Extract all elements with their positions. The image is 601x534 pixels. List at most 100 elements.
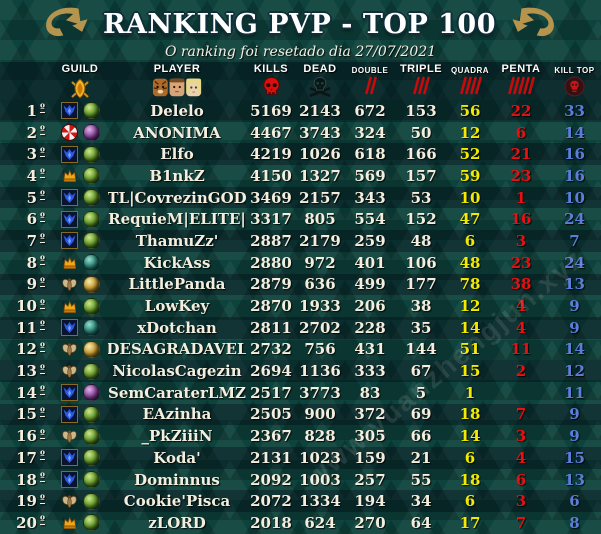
- penta-value: 4: [515, 297, 527, 316]
- kills-value: 2131: [250, 448, 292, 467]
- green-orb-icon: [82, 210, 100, 228]
- guild-cell: [52, 360, 108, 382]
- player-name[interactable]: Koda': [153, 448, 201, 467]
- rank-number: 18: [16, 470, 37, 489]
- player-name[interactable]: _PkZiiiN: [141, 427, 213, 446]
- triple-value: 34: [410, 492, 432, 511]
- triple-value: 66: [410, 427, 432, 446]
- dead-value: 828: [304, 427, 336, 446]
- dead-value: 636: [304, 275, 336, 294]
- player-name[interactable]: EAzinha: [142, 405, 212, 424]
- phoenix-guild-icon: [60, 145, 78, 163]
- rank-number: 9: [26, 275, 37, 294]
- crown-guild-icon: [61, 167, 78, 184]
- kill-top-value: 16: [564, 166, 585, 185]
- header-triple: TRIPLE: [396, 62, 446, 100]
- triple-value: 53: [410, 188, 432, 207]
- rank-cell: 15 º: [0, 404, 52, 426]
- table-row: 20 º zLORD 2018 624 270 64 17 7 8: [0, 512, 601, 534]
- penta-value: 3: [515, 492, 527, 511]
- player-name[interactable]: B1nkZ: [149, 166, 205, 185]
- green-orb-icon: [82, 167, 100, 185]
- guild-cell: [52, 165, 108, 187]
- player-name[interactable]: Cookie'Pisca: [123, 492, 231, 511]
- quadra-value: 14: [459, 427, 481, 446]
- penta-value: 7: [515, 513, 527, 532]
- guild-emblem-icon: [67, 76, 93, 100]
- guild-cell: [52, 490, 108, 512]
- dead-value: 624: [304, 513, 336, 532]
- kill-top-value: 9: [569, 427, 580, 446]
- gold-orb-icon: [82, 340, 100, 358]
- player-name[interactable]: NicolasCagezin: [112, 362, 242, 381]
- player-name[interactable]: SemCaraterLMZ: [108, 383, 246, 402]
- dead-value: 2179: [299, 231, 341, 250]
- kill-top-value: 9: [569, 405, 580, 424]
- quadra-value: 51: [459, 340, 481, 359]
- triple-value: 157: [405, 166, 437, 185]
- guild-cell: [52, 208, 108, 230]
- kills-value: 2870: [250, 297, 292, 316]
- kills-value: 3469: [250, 188, 292, 207]
- penta-value: 22: [510, 101, 532, 120]
- crown-guild-icon: [61, 254, 78, 271]
- table-row: 15 º EAzinha 2505 900 372 69 18 7 9: [0, 403, 601, 426]
- kill-top-value: 14: [564, 123, 585, 142]
- green-orb-icon: [82, 145, 100, 163]
- rank-number: 3: [26, 145, 37, 164]
- double-value: 672: [354, 101, 386, 120]
- kills-value: 2880: [250, 253, 292, 272]
- triple-value: 69: [410, 405, 432, 424]
- kill-top-value: 8: [569, 513, 580, 532]
- player-name[interactable]: Delelo: [150, 101, 204, 120]
- triple-value: 67: [410, 362, 432, 381]
- player-name[interactable]: LittlePanda: [128, 275, 226, 294]
- guild-cell: [52, 512, 108, 534]
- kills-value: 2694: [250, 362, 292, 381]
- right-ornament-icon: [506, 5, 562, 43]
- green-orb-icon: [82, 232, 100, 250]
- kill-top-value: 13: [564, 470, 585, 489]
- player-name[interactable]: ThamuZz': [135, 231, 219, 250]
- player-name[interactable]: ANONIMA: [133, 123, 221, 142]
- kill-top-value: 9: [569, 318, 580, 337]
- player-name[interactable]: RequieM|ELITE|: [108, 210, 246, 229]
- guild-cell: [52, 274, 108, 296]
- rank-ordinal: º: [40, 168, 45, 180]
- dead-value: 2157: [299, 188, 341, 207]
- player-name[interactable]: Elfo: [160, 145, 194, 164]
- moth-guild-icon: [61, 428, 78, 445]
- green-orb-icon: [82, 189, 100, 207]
- rank-number: 15: [16, 405, 37, 424]
- player-name[interactable]: TL|CovrezinGOD: [108, 188, 246, 207]
- double-value: 431: [354, 340, 386, 359]
- player-name[interactable]: KickAss: [143, 253, 211, 272]
- rank-number: 17: [16, 448, 37, 467]
- rank-number: 10: [16, 297, 37, 316]
- skull-crossbones-icon: [308, 76, 332, 97]
- player-name[interactable]: xDotchan: [137, 318, 217, 337]
- dead-value: 1136: [299, 362, 341, 381]
- player-name[interactable]: Dominnus: [134, 470, 220, 489]
- dead-value: 972: [304, 253, 336, 272]
- rank-ordinal: º: [40, 385, 45, 397]
- quadra-value: 18: [459, 405, 481, 424]
- guild-cell: [52, 295, 108, 317]
- dead-value: 2143: [299, 101, 341, 120]
- triple-value: 55: [410, 470, 432, 489]
- player-name[interactable]: LowKey: [144, 297, 210, 316]
- guild-cell: [52, 382, 108, 404]
- player-name[interactable]: DESAGRADAVEL: [108, 340, 246, 359]
- player-name[interactable]: zLORD: [148, 513, 206, 532]
- triple-value: 64: [410, 513, 432, 532]
- green-orb-icon: [82, 471, 100, 489]
- phoenix-guild-icon: [60, 210, 78, 228]
- quadra-value: 6: [464, 231, 476, 250]
- dead-value: 1334: [299, 492, 341, 511]
- triple-value: 35: [410, 318, 432, 337]
